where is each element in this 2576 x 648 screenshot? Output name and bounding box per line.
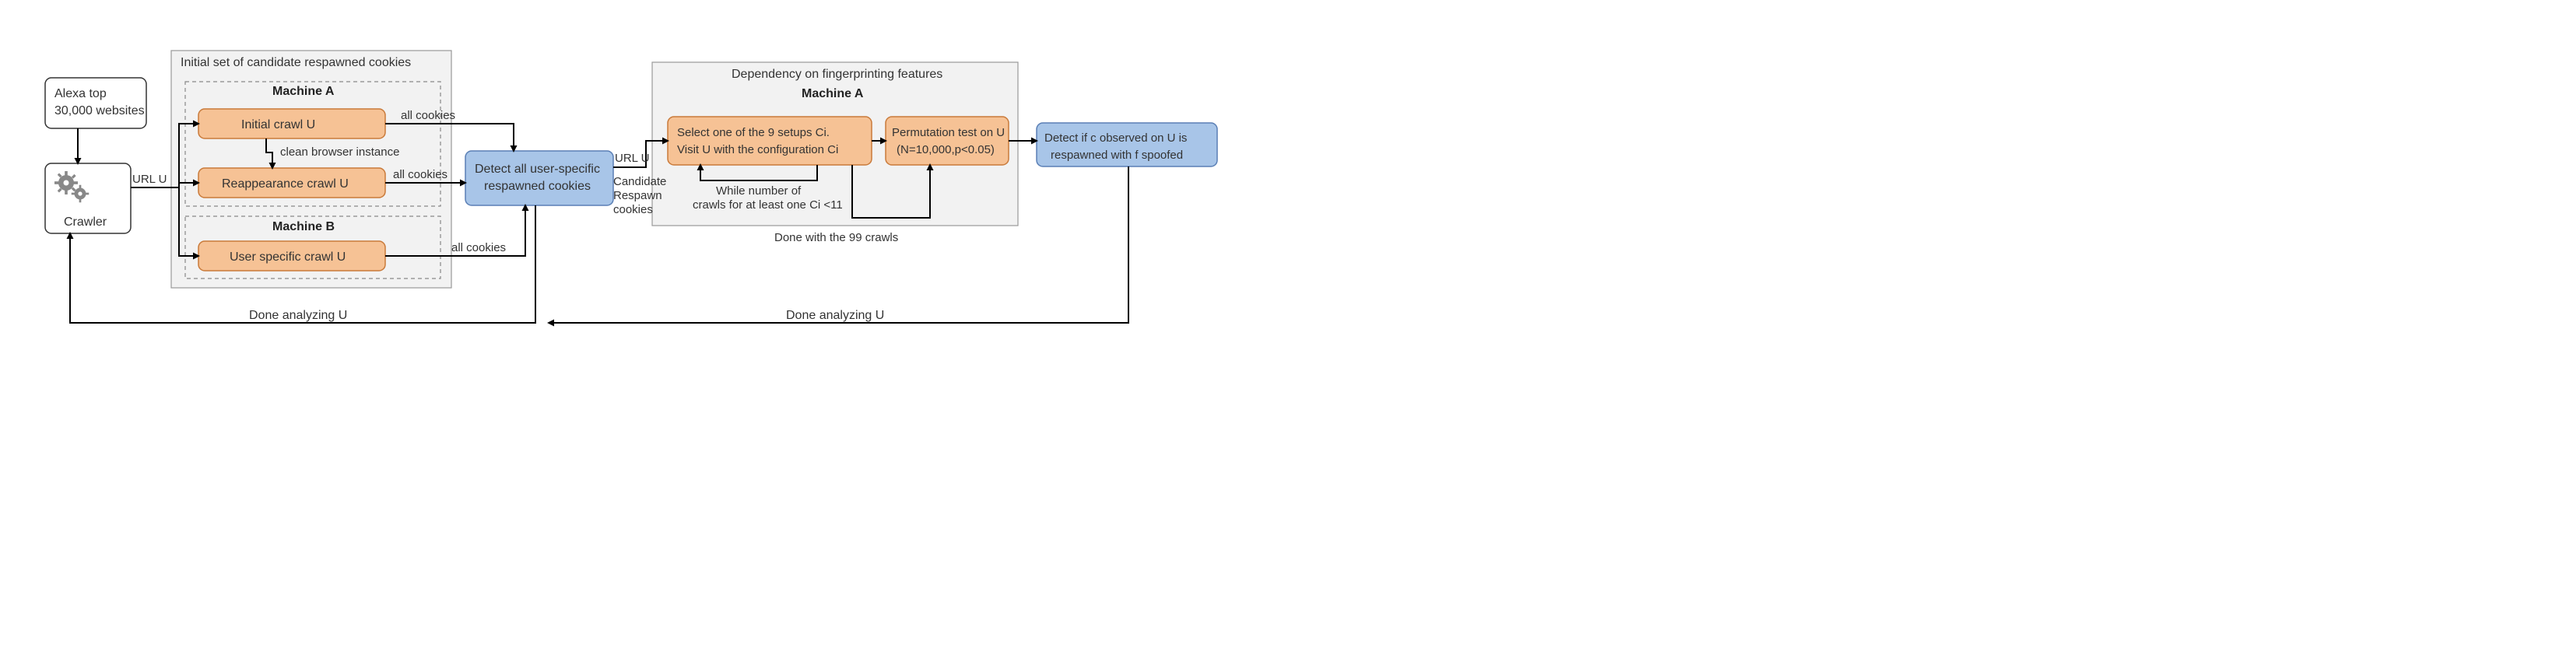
- dependency-panel-title: Dependency on fingerprinting features: [732, 68, 942, 81]
- alexa-line2: 30,000 websites: [54, 104, 145, 117]
- all-cookies-1: all cookies: [401, 109, 455, 122]
- reappearance-crawl-label: Reappearance crawl U: [222, 177, 349, 191]
- done-analyzing-2: Done analyzing U: [786, 309, 884, 322]
- machine-a2-title: Machine A: [802, 87, 864, 100]
- candidate-line2: Respawn: [613, 189, 662, 202]
- perm-test-line2: (N=10,000,p<0.05): [897, 143, 995, 156]
- clean-browser-label: clean browser instance: [280, 145, 399, 159]
- perm-test-box: [886, 117, 1009, 165]
- machine-a-title: Machine A: [272, 85, 335, 98]
- while-line1: While number of: [716, 184, 802, 198]
- detect-user-line1: Detect all user-specific: [475, 163, 600, 176]
- while-line2: crawls for at least one Ci <11: [693, 198, 843, 212]
- candidate-line1: Candidate: [613, 175, 666, 188]
- select-setup-line1: Select one of the 9 setups Ci.: [677, 126, 830, 139]
- flowchart: Initial set of candidate respawned cooki…: [16, 16, 1245, 342]
- initial-crawl-label: Initial crawl U: [241, 118, 315, 131]
- done-99-label: Done with the 99 crawls: [774, 231, 898, 244]
- detect-user-line2: respawned cookies: [484, 180, 591, 193]
- all-cookies-2: all cookies: [393, 168, 447, 181]
- select-setup-box: [668, 117, 872, 165]
- candidate-line3: cookies: [613, 203, 653, 216]
- machine-b-title: Machine B: [272, 220, 335, 233]
- alexa-box: [45, 78, 146, 128]
- all-cookies-3: all cookies: [451, 241, 506, 254]
- detect-spoofed-line1: Detect if c observed on U is: [1044, 131, 1187, 145]
- initial-candidate-title: Initial set of candidate respawned cooki…: [181, 56, 411, 69]
- url-u-mid-label: URL U: [615, 152, 649, 165]
- alexa-line1: Alexa top: [54, 87, 107, 100]
- detect-spoofed-line2: respawned with f spoofed: [1051, 149, 1183, 162]
- select-setup-line2: Visit U with the configuration Ci: [677, 143, 838, 156]
- crawler-label: Crawler: [64, 215, 107, 229]
- url-u-left-label: URL U: [132, 173, 167, 186]
- user-crawl-label: User specific crawl U: [230, 250, 346, 264]
- detect-user-box: [465, 151, 613, 205]
- perm-test-line1: Permutation test on U: [892, 126, 1005, 139]
- done-analyzing-1: Done analyzing U: [249, 309, 347, 322]
